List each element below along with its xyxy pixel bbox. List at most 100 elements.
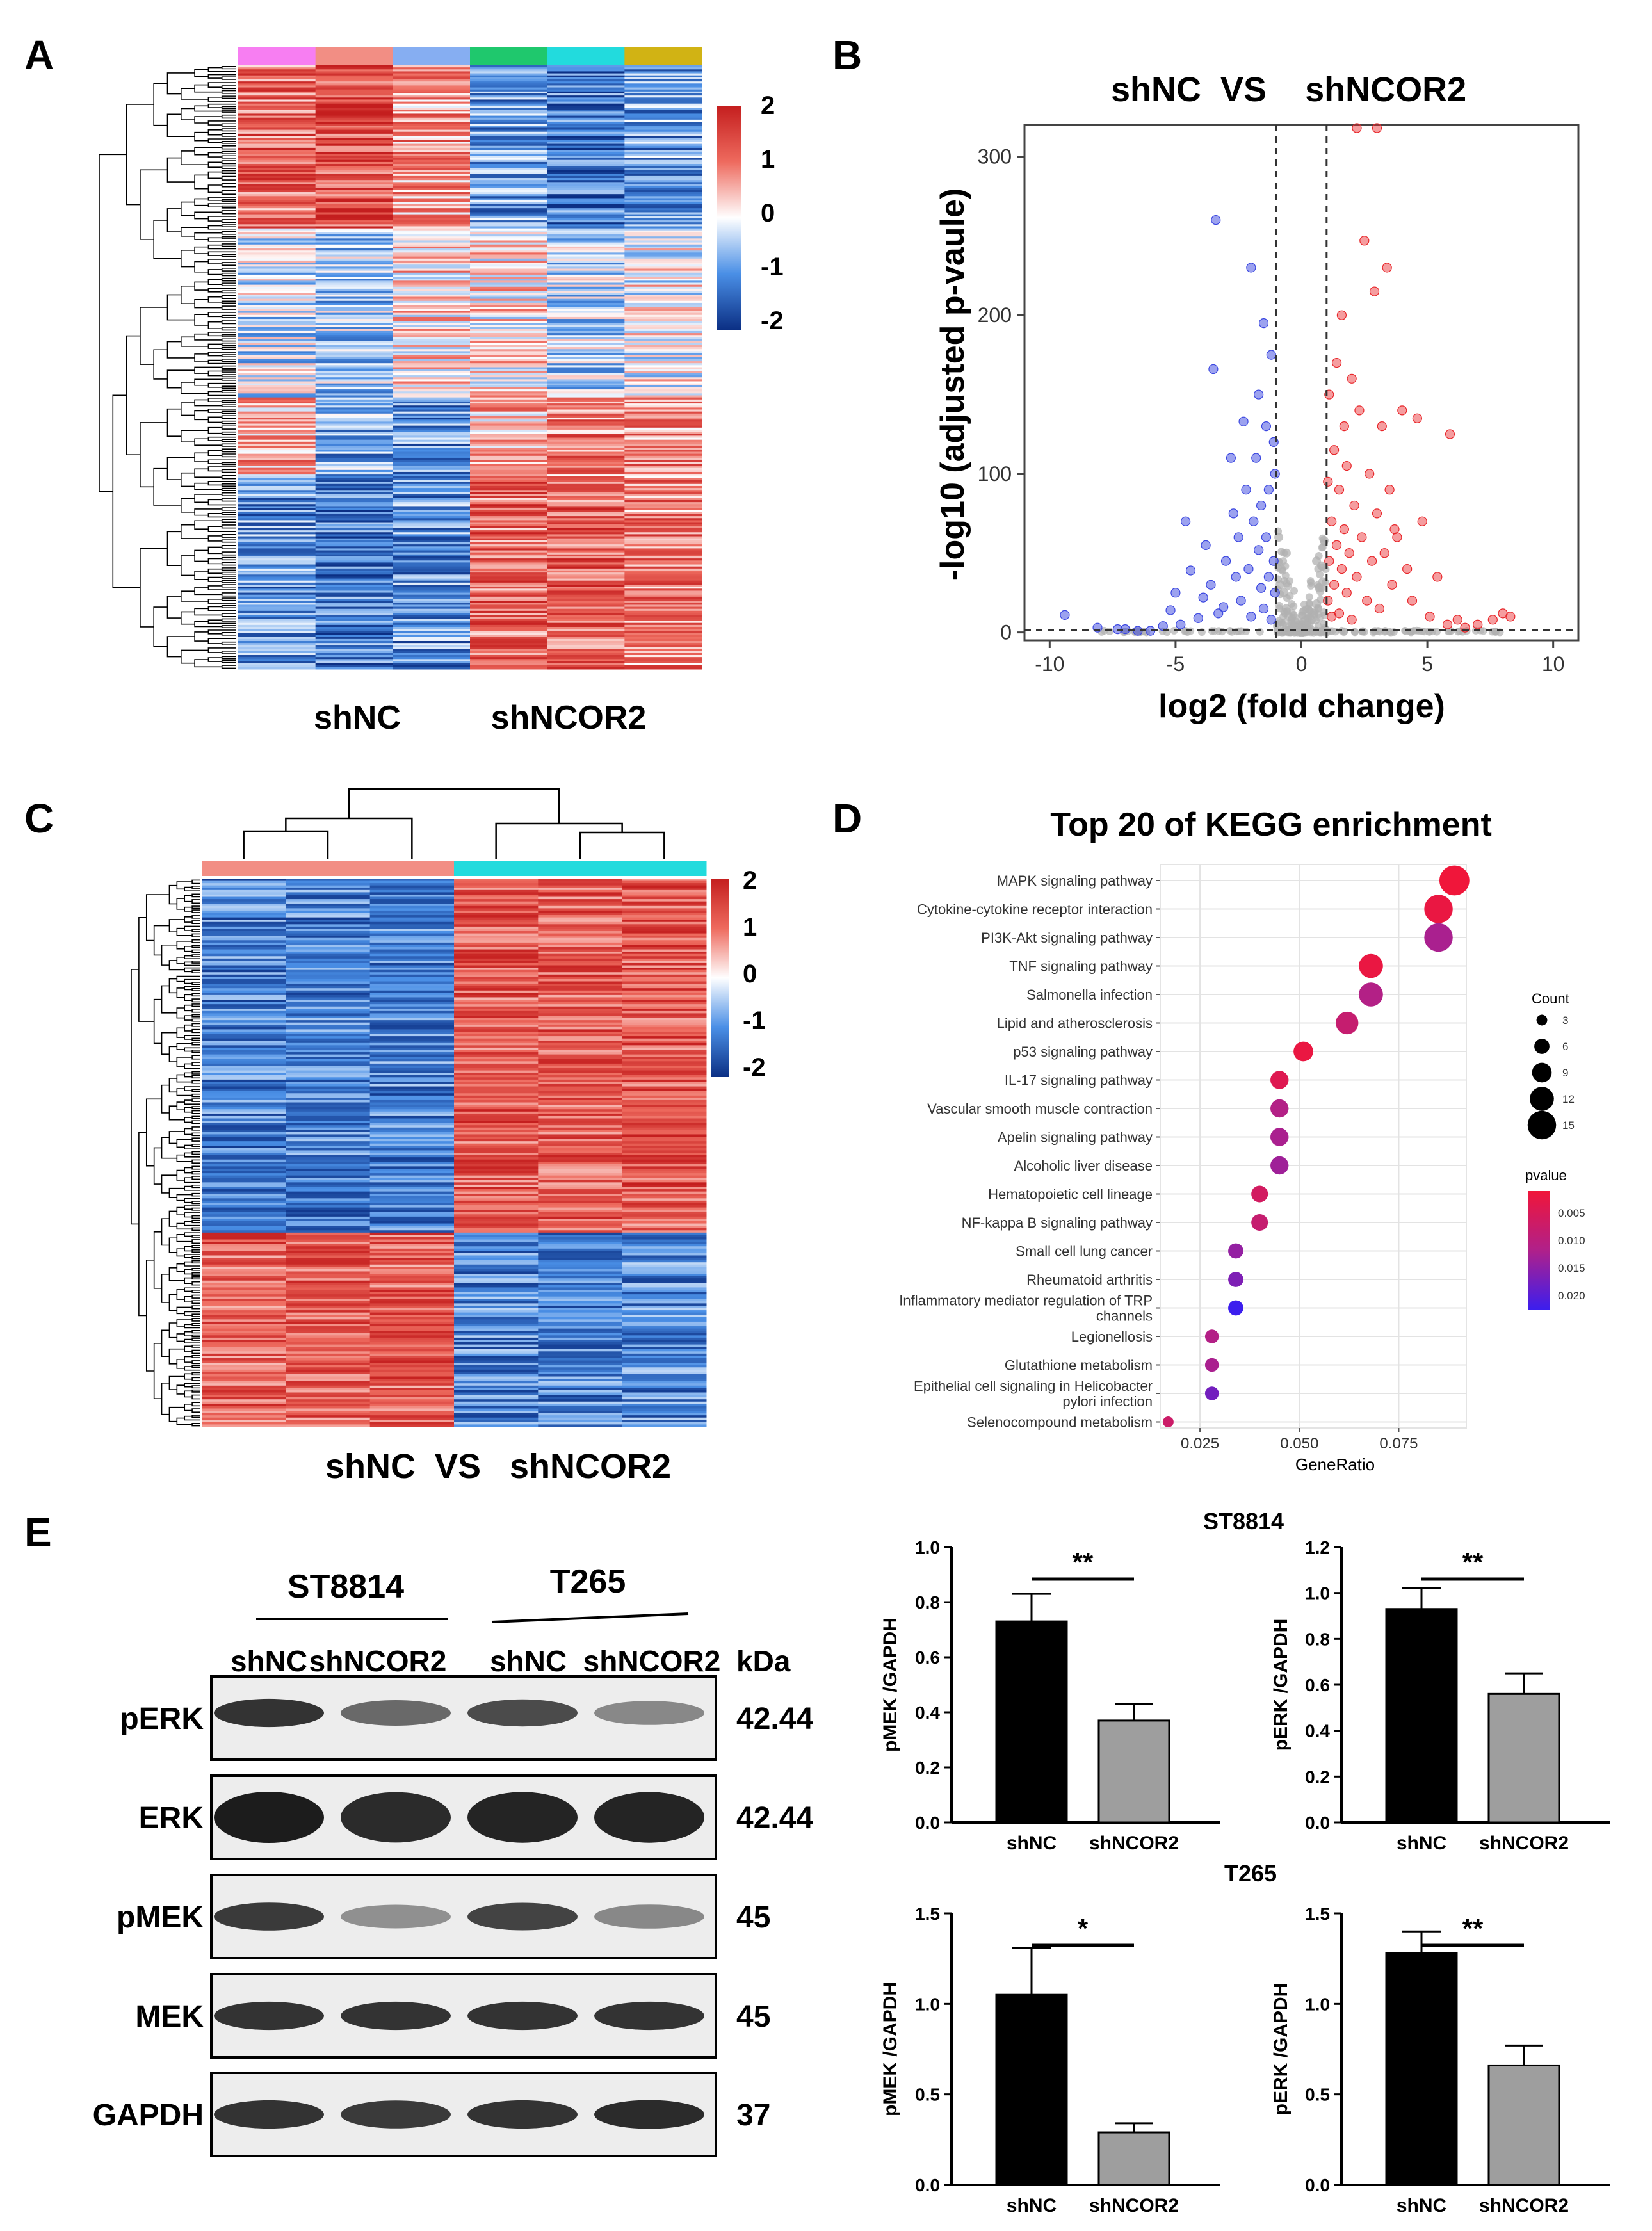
heatmap-cell bbox=[369, 1207, 455, 1210]
heatmap-cell bbox=[286, 972, 371, 975]
heatmap-cell bbox=[547, 588, 625, 591]
heatmap-cell bbox=[286, 901, 371, 904]
heatmap-cell bbox=[624, 345, 702, 348]
heatmap-cell bbox=[393, 343, 471, 346]
heatmap-cell bbox=[454, 901, 539, 904]
heatmap-cell bbox=[470, 654, 548, 658]
point-ns bbox=[1315, 551, 1323, 560]
dendrogram-branch bbox=[207, 370, 222, 377]
heatmap-cell bbox=[454, 1248, 539, 1251]
count-legend-dot bbox=[1532, 1062, 1552, 1083]
dendrogram-branch bbox=[191, 1385, 200, 1389]
heatmap-cell bbox=[624, 383, 702, 386]
heatmap-cell bbox=[202, 1182, 286, 1185]
y-tick-label: 0.0 bbox=[1305, 1813, 1330, 1833]
heatmap-cell bbox=[547, 159, 625, 163]
heatmap-cell bbox=[238, 238, 316, 241]
heatmap-cell bbox=[538, 1379, 623, 1382]
heatmap-cell bbox=[538, 1328, 623, 1331]
heatmap-cell bbox=[393, 415, 471, 418]
heatmap-cell bbox=[454, 1251, 539, 1254]
point-down bbox=[1233, 532, 1243, 542]
heatmap-cell bbox=[286, 1248, 371, 1251]
heatmap-cell bbox=[622, 1264, 707, 1267]
heatmap-cell bbox=[622, 1274, 707, 1277]
dendrogram-branch bbox=[191, 1055, 200, 1060]
heatmap-cell bbox=[624, 538, 702, 541]
point-up bbox=[1323, 596, 1333, 606]
dendrogram-branch bbox=[184, 1311, 200, 1316]
heatmap-cell bbox=[470, 186, 548, 189]
row-dendrogram bbox=[131, 879, 200, 1427]
heatmap-cell bbox=[538, 1342, 623, 1345]
heatmap-cell bbox=[286, 894, 371, 898]
heatmap-cell bbox=[315, 651, 393, 654]
heatmap-cell bbox=[238, 663, 316, 666]
heatmap-cell bbox=[369, 1111, 455, 1114]
heatmap-cell bbox=[470, 89, 548, 92]
dendrogram-branch bbox=[207, 480, 236, 486]
heatmap-cell bbox=[238, 612, 316, 615]
panel-c-heatmap: 210-1-2 shNC VS shNCOR2 bbox=[131, 788, 766, 1486]
heatmap-cell bbox=[624, 534, 702, 537]
heatmap-cell bbox=[393, 83, 471, 86]
heatmap-cell bbox=[202, 1248, 286, 1251]
heatmap-cell bbox=[238, 323, 316, 325]
heatmap-cell bbox=[622, 1098, 707, 1101]
heatmap-cell bbox=[624, 649, 702, 652]
heatmap-cell bbox=[624, 170, 702, 173]
heatmap-cell bbox=[393, 238, 471, 241]
heatmap-cell bbox=[286, 1059, 371, 1062]
heatmap-cell bbox=[238, 427, 316, 430]
heatmap-cell bbox=[238, 606, 316, 610]
y-tick-label: 300 bbox=[978, 145, 1012, 168]
colorbar-tick: 2 bbox=[761, 92, 775, 120]
heatmap-cell bbox=[315, 200, 393, 203]
heatmap-cell bbox=[315, 598, 393, 601]
dendrogram-branch bbox=[221, 314, 236, 318]
heatmap-cell bbox=[624, 554, 702, 557]
heatmap-cell bbox=[315, 77, 393, 80]
heatmap-cell bbox=[286, 1045, 371, 1048]
heatmap-cell bbox=[369, 947, 455, 950]
heatmap-cell bbox=[202, 1221, 286, 1224]
heatmap-cell bbox=[369, 1026, 455, 1030]
heatmap-cell bbox=[622, 1290, 707, 1293]
heatmap-cell bbox=[238, 138, 316, 140]
heatmap-cell bbox=[622, 1109, 707, 1112]
heatmap-cell bbox=[238, 415, 316, 418]
dendrogram-branch bbox=[191, 1159, 200, 1164]
heatmap-cell bbox=[454, 1415, 539, 1418]
dendrogram-branch bbox=[207, 279, 222, 285]
heatmap-cell bbox=[315, 622, 393, 626]
heatmap-cell bbox=[547, 467, 625, 471]
heatmap-cell bbox=[547, 101, 625, 104]
heatmap-cell bbox=[286, 1262, 371, 1265]
heatmap-cell bbox=[238, 532, 316, 535]
heatmap-cell bbox=[538, 1180, 623, 1183]
heatmap-cell bbox=[315, 97, 393, 100]
dendrogram-branch bbox=[184, 1232, 200, 1237]
heatmap-cell bbox=[315, 538, 393, 541]
heatmap-cell bbox=[238, 220, 316, 223]
heatmap-cell bbox=[470, 411, 548, 414]
heatmap-cell bbox=[470, 653, 548, 656]
blot-band bbox=[467, 2001, 578, 2031]
heatmap-cell bbox=[315, 643, 393, 645]
dendrogram-branch bbox=[221, 453, 236, 458]
heatmap-cell bbox=[286, 1271, 371, 1274]
dendrogram-branch bbox=[176, 1027, 185, 1038]
heatmap-cell bbox=[538, 1335, 623, 1338]
heatmap-cell bbox=[393, 587, 471, 589]
heatmap-cell bbox=[454, 1228, 539, 1231]
heatmap-cell bbox=[624, 522, 702, 525]
dendrogram-branch bbox=[221, 571, 236, 575]
heatmap-cell bbox=[286, 1415, 371, 1418]
y-tick-label: 200 bbox=[978, 304, 1012, 327]
heatmap-cell bbox=[454, 1004, 539, 1007]
dendrogram-branch bbox=[221, 487, 236, 491]
heatmap-cell bbox=[202, 1084, 286, 1087]
heatmap-cell bbox=[286, 1070, 371, 1073]
heatmap-cell bbox=[286, 1367, 371, 1370]
heatmap-cell bbox=[547, 226, 625, 229]
